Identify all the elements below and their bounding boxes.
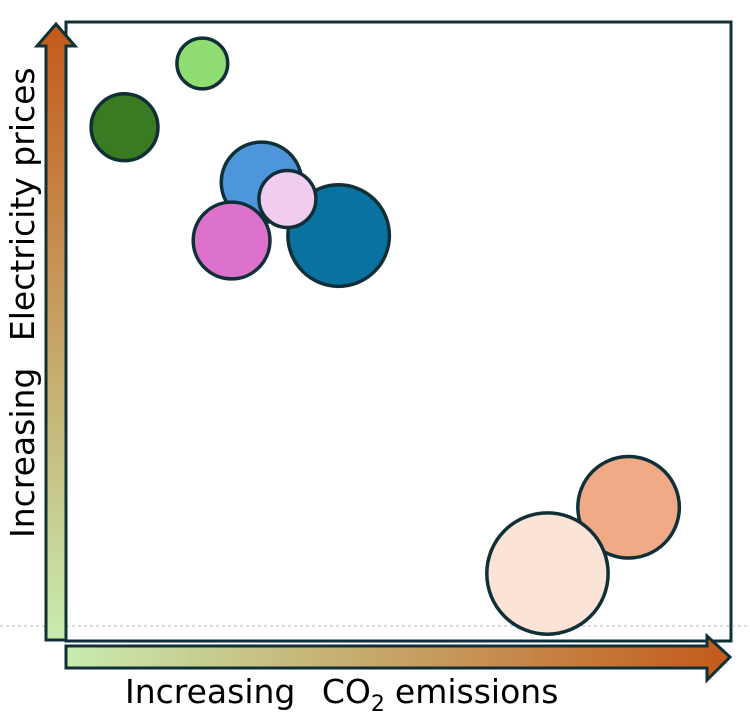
bubble-point-8 [485,511,610,636]
bubble-point-1 [175,36,230,91]
bubble-point-2 [89,92,160,163]
x-axis-title-main: CO [322,672,371,711]
x-axis-title-suffix: emissions [395,672,558,711]
x-axis-title: Increasing CO2 emissions [125,672,558,717]
bubble-group [89,36,682,636]
x-axis-arrow [64,632,733,684]
y-axis-arrow [33,21,79,642]
y-axis-title-main: Electricity prices [3,67,42,341]
y-axis-title: Increasing Electricity prices [3,67,42,538]
x-axis-title-subscript: 2 [371,692,385,717]
x-axis-title-prefix: Increasing [125,672,295,711]
y-axis-title-prefix: Increasing [3,368,42,538]
bubble-point-6 [257,168,318,230]
bubble-point-7 [576,454,682,560]
bubble-point-4 [191,200,272,281]
